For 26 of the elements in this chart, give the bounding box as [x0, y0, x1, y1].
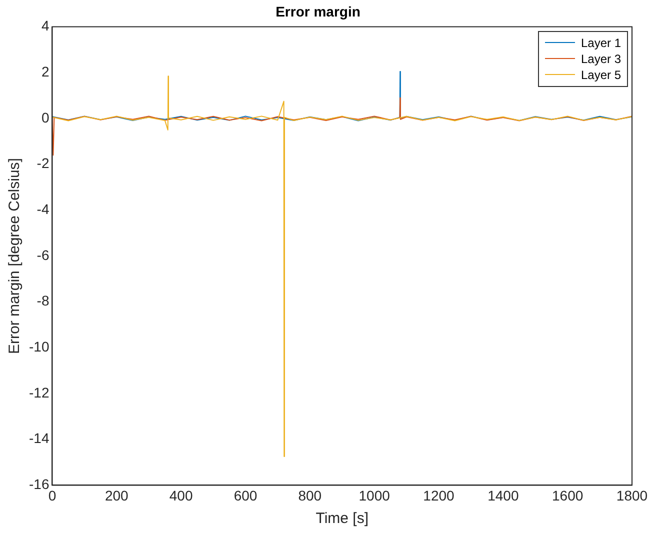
x-tick-label: 200 — [104, 487, 129, 504]
y-tick-label: 2 — [41, 64, 50, 80]
x-axis-title: Time [s] — [316, 510, 369, 528]
x-tick-label: 1800 — [616, 487, 648, 504]
y-tick-label: 0 — [41, 109, 50, 126]
y-tick-label: -10 — [29, 338, 50, 355]
x-tick-label: 1400 — [488, 487, 519, 504]
y-axis-title: Error margin [degree Celsius] — [6, 158, 24, 354]
x-tick-label: 1000 — [358, 487, 390, 504]
y-tick-label: -14 — [29, 430, 50, 446]
y-tick-label: 4 — [41, 18, 50, 34]
x-tick-label: 600 — [234, 487, 258, 504]
legend-label: Layer 5 — [580, 66, 621, 83]
x-tick-label: 1200 — [423, 487, 455, 504]
legend-label: Layer 3 — [580, 50, 621, 67]
y-tick-label: -16 — [29, 476, 50, 492]
legend-label: Layer 1 — [580, 34, 621, 51]
x-tick-label: 800 — [298, 487, 322, 504]
y-tick-label: -2 — [36, 155, 50, 172]
y-tick-label: -8 — [36, 292, 50, 309]
y-tick-label: -6 — [36, 246, 50, 263]
x-tick-label: 400 — [169, 487, 193, 504]
chart-title: Error margin — [276, 3, 360, 20]
y-tick-label: -12 — [29, 384, 50, 400]
y-tick-label: -4 — [36, 201, 50, 218]
x-tick-label: 1600 — [552, 487, 584, 504]
